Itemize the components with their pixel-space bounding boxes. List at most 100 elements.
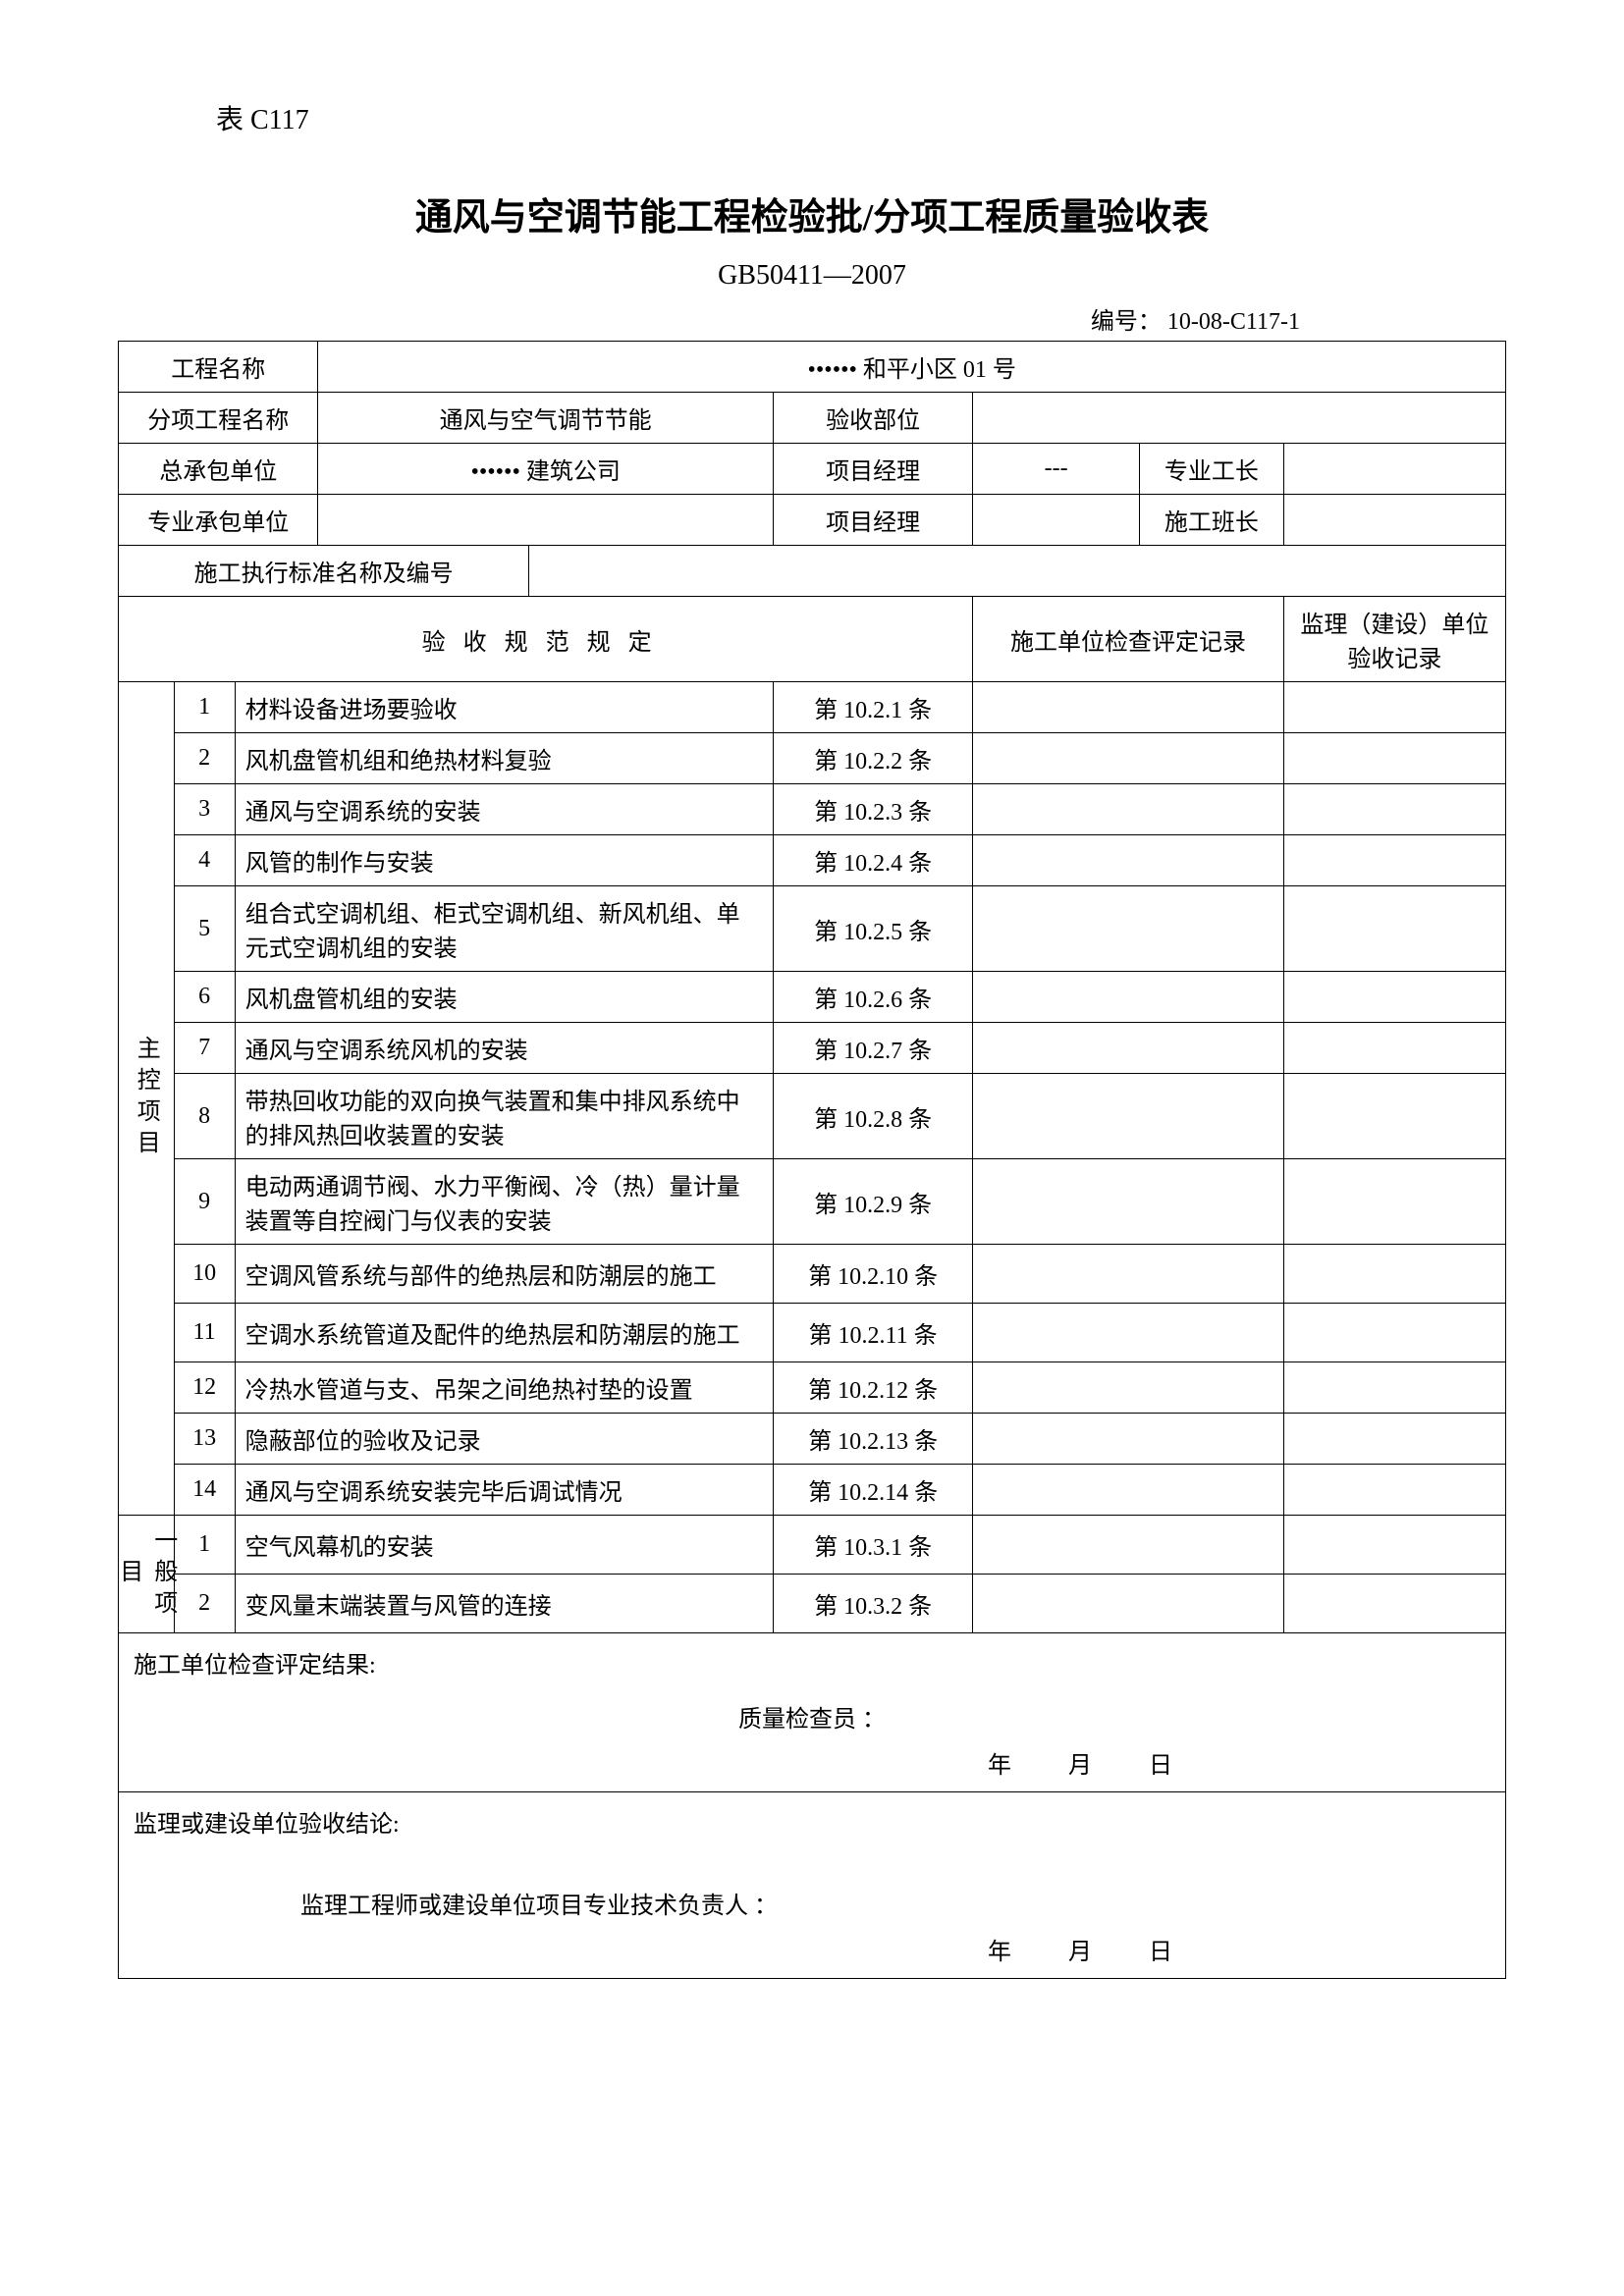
main-table: 工程名称 •••••• 和平小区 01 号 分项工程名称 通风与空气调节节能 验… (118, 341, 1506, 1979)
group-label: 一般项目 (119, 1516, 175, 1633)
check-record-header: 施工单位检查评定记录 (973, 597, 1283, 682)
supervision-conclusion-cell: 监理或建设单位验收结论: 监理工程师或建设单位项目专业技术负责人 ： 年 月 日 (119, 1792, 1506, 1979)
date-line: 年 月 日 (134, 1745, 1490, 1780)
item-description: 空气风幕机的安装 (235, 1516, 773, 1575)
table-row: 2风机盘管机组和绝热材料复验第 10.2.2 条 (119, 733, 1506, 784)
subcontractor-label: 专业承包单位 (119, 495, 318, 546)
item-number: 2 (174, 733, 235, 784)
item-description: 带热回收功能的双向换气装置和集中排风系统中的排风热回收装置的安装 (235, 1074, 773, 1159)
subproject-name-label: 分项工程名称 (119, 393, 318, 444)
supervision-record-cell (1283, 682, 1505, 733)
item-reference: 第 10.2.9 条 (773, 1159, 972, 1245)
supervision-record-cell (1283, 1516, 1505, 1575)
item-description: 空调风管系统与部件的绝热层和防潮层的施工 (235, 1245, 773, 1304)
table-row: 14通风与空调系统安装完毕后调试情况第 10.2.14 条 (119, 1465, 1506, 1516)
check-record-cell (973, 1362, 1283, 1414)
check-record-cell (973, 1074, 1283, 1159)
item-number: 1 (174, 682, 235, 733)
table-row: 4风管的制作与安装第 10.2.4 条 (119, 835, 1506, 886)
pm2-label: 项目经理 (773, 495, 972, 546)
item-number: 7 (174, 1023, 235, 1074)
item-number: 1 (174, 1516, 235, 1575)
check-record-cell (973, 784, 1283, 835)
supervision-record-header: 监理（建设）单位验收记录 (1283, 597, 1505, 682)
supervision-record-cell (1283, 1362, 1505, 1414)
supervision-record-cell (1283, 1023, 1505, 1074)
table-row: 9电动两通调节阀、水力平衡阀、冷（热）量计量装置等自控阀门与仪表的安装第 10.… (119, 1159, 1506, 1245)
table-row: 13隐蔽部位的验收及记录第 10.2.13 条 (119, 1414, 1506, 1465)
check-record-cell (973, 1245, 1283, 1304)
table-row: 8带热回收功能的双向换气装置和集中排风系统中的排风热回收装置的安装第 10.2.… (119, 1074, 1506, 1159)
supervision-record-cell (1283, 1159, 1505, 1245)
supervision-conclusion-label: 监理或建设单位验收结论: (134, 1804, 1490, 1839)
item-description: 冷热水管道与支、吊架之间绝热衬垫的设置 (235, 1362, 773, 1414)
supervision-engineer-label: 监理工程师或建设单位项目专业技术负责人 ： (134, 1886, 1490, 1920)
item-reference: 第 10.2.12 条 (773, 1362, 972, 1414)
supervision-record-cell (1283, 1465, 1505, 1516)
construction-result-row: 施工单位检查评定结果: 质量检查员 ： 年 月 日 (119, 1633, 1506, 1792)
item-description: 通风与空调系统安装完毕后调试情况 (235, 1465, 773, 1516)
check-record-cell (973, 886, 1283, 972)
item-description: 通风与空调系统的安装 (235, 784, 773, 835)
item-number: 3 (174, 784, 235, 835)
table-row: 11空调水系统管道及配件的绝热层和防潮层的施工第 10.2.11 条 (119, 1304, 1506, 1362)
item-number: 9 (174, 1159, 235, 1245)
quality-inspector-label: 质量检查员 ： (134, 1699, 1490, 1734)
table-row: 12冷热水管道与支、吊架之间绝热衬垫的设置第 10.2.12 条 (119, 1362, 1506, 1414)
column-header-row: 验收规范规定 施工单位检查评定记录 监理（建设）单位验收记录 (119, 597, 1506, 682)
item-reference: 第 10.2.10 条 (773, 1245, 972, 1304)
item-number: 5 (174, 886, 235, 972)
table-row: 5组合式空调机组、柜式空调机组、新风机组、单元式空调机组的安装第 10.2.5 … (119, 886, 1506, 972)
item-reference: 第 10.2.1 条 (773, 682, 972, 733)
item-number: 8 (174, 1074, 235, 1159)
item-number: 6 (174, 972, 235, 1023)
check-record-cell (973, 1159, 1283, 1245)
group-label: 主控项目 (119, 682, 175, 1516)
item-reference: 第 10.2.11 条 (773, 1304, 972, 1362)
check-record-cell (973, 1516, 1283, 1575)
item-description: 组合式空调机组、柜式空调机组、新风机组、单元式空调机组的安装 (235, 886, 773, 972)
contractor-value: •••••• 建筑公司 (318, 444, 773, 495)
project-name-label: 工程名称 (119, 342, 318, 393)
item-reference: 第 10.2.4 条 (773, 835, 972, 886)
check-record-cell (973, 733, 1283, 784)
standard-value (529, 546, 1506, 597)
day-label: 日 (1149, 1753, 1176, 1779)
team-leader-label: 施工班长 (1139, 495, 1283, 546)
team-leader-value (1283, 495, 1505, 546)
item-number: 13 (174, 1414, 235, 1465)
foreman-label: 专业工长 (1139, 444, 1283, 495)
item-reference: 第 10.2.3 条 (773, 784, 972, 835)
item-description: 风机盘管机组的安装 (235, 972, 773, 1023)
standard-label: 施工执行标准名称及编号 (119, 546, 529, 597)
table-row: 7通风与空调系统风机的安装第 10.2.7 条 (119, 1023, 1506, 1074)
project-name-value: •••••• 和平小区 01 号 (318, 342, 1506, 393)
item-description: 隐蔽部位的验收及记录 (235, 1414, 773, 1465)
doc-number-label: 编号： (1091, 309, 1162, 335)
subproject-name-value: 通风与空气调节节能 (318, 393, 773, 444)
check-record-cell (973, 1575, 1283, 1633)
item-reference: 第 10.2.14 条 (773, 1465, 972, 1516)
item-description: 变风量末端装置与风管的连接 (235, 1575, 773, 1633)
day-label: 日 (1149, 1940, 1176, 1965)
pm-value: --- (973, 444, 1140, 495)
document-subtitle: GB50411—2007 (118, 260, 1506, 292)
item-number: 2 (174, 1575, 235, 1633)
document-title: 通风与空调节能工程检验批/分项工程质量验收表 (118, 187, 1506, 240)
construction-result-label: 施工单位检查评定结果: (134, 1645, 1490, 1680)
check-record-cell (973, 972, 1283, 1023)
check-record-cell (973, 682, 1283, 733)
year-label: 年 (988, 1753, 1015, 1779)
item-reference: 第 10.2.2 条 (773, 733, 972, 784)
table-row: 主控项目1材料设备进场要验收第 10.2.1 条 (119, 682, 1506, 733)
supervision-record-cell (1283, 784, 1505, 835)
supervision-record-cell (1283, 835, 1505, 886)
info-row: 分项工程名称 通风与空气调节节能 验收部位 (119, 393, 1506, 444)
supervision-record-cell (1283, 972, 1505, 1023)
supervision-record-cell (1283, 1575, 1505, 1633)
pm2-value (973, 495, 1140, 546)
item-number: 4 (174, 835, 235, 886)
item-description: 空调水系统管道及配件的绝热层和防潮层的施工 (235, 1304, 773, 1362)
subcontractor-value (318, 495, 773, 546)
item-description: 电动两通调节阀、水力平衡阀、冷（热）量计量装置等自控阀门与仪表的安装 (235, 1159, 773, 1245)
